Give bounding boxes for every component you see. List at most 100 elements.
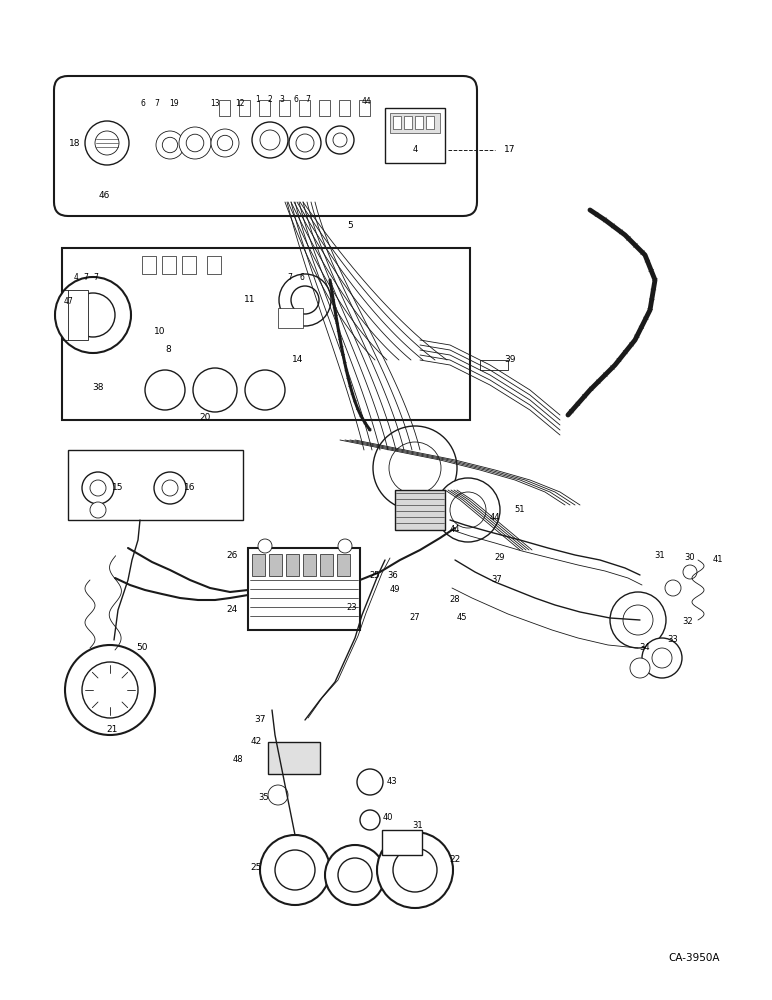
Circle shape — [291, 286, 319, 314]
Text: 7: 7 — [93, 273, 99, 282]
Circle shape — [156, 131, 184, 159]
Text: 45: 45 — [457, 613, 467, 622]
Text: 4: 4 — [412, 145, 418, 154]
Bar — [239, 100, 250, 116]
Text: 28: 28 — [449, 595, 460, 604]
Circle shape — [389, 442, 441, 494]
Text: 32: 32 — [682, 617, 693, 626]
Text: 6: 6 — [293, 96, 299, 104]
Text: 10: 10 — [154, 328, 166, 336]
Bar — [182, 256, 196, 274]
Bar — [278, 308, 303, 328]
Text: 8: 8 — [165, 346, 171, 355]
Text: 35: 35 — [259, 794, 269, 802]
Bar — [219, 100, 230, 116]
Circle shape — [360, 810, 380, 830]
Text: 7: 7 — [306, 96, 310, 104]
Circle shape — [652, 648, 672, 668]
Text: 31: 31 — [413, 820, 423, 830]
Circle shape — [179, 127, 211, 159]
Circle shape — [450, 492, 486, 528]
Text: 21: 21 — [107, 726, 117, 734]
Bar — [404, 116, 412, 129]
Bar — [68, 450, 243, 520]
Bar — [268, 742, 320, 774]
Text: 18: 18 — [69, 138, 81, 147]
Circle shape — [610, 592, 666, 648]
Text: 12: 12 — [235, 99, 245, 107]
Circle shape — [260, 835, 330, 905]
Bar — [303, 554, 316, 576]
Bar — [207, 256, 221, 274]
Text: 6: 6 — [300, 273, 304, 282]
Circle shape — [186, 134, 204, 152]
Text: 25: 25 — [250, 863, 262, 872]
Bar — [337, 554, 350, 576]
Text: 26: 26 — [226, 552, 238, 560]
Text: 7: 7 — [83, 273, 89, 282]
Text: 2: 2 — [268, 96, 273, 104]
Circle shape — [623, 605, 653, 635]
Text: 23: 23 — [347, 603, 357, 612]
Circle shape — [333, 133, 347, 147]
Text: 24: 24 — [226, 605, 238, 614]
Circle shape — [90, 480, 106, 496]
Text: 33: 33 — [668, 636, 679, 645]
Text: 29: 29 — [495, 554, 505, 562]
Text: 14: 14 — [293, 356, 303, 364]
Circle shape — [325, 845, 385, 905]
Text: 50: 50 — [136, 644, 147, 652]
Text: 19: 19 — [169, 99, 179, 107]
Text: 13: 13 — [210, 99, 220, 107]
Text: 43: 43 — [387, 778, 398, 786]
Circle shape — [145, 370, 185, 410]
Text: 51: 51 — [515, 506, 525, 514]
Text: 46: 46 — [98, 192, 110, 200]
Circle shape — [289, 127, 321, 159]
Text: 17: 17 — [504, 145, 516, 154]
Text: 47: 47 — [63, 298, 73, 306]
Bar — [142, 256, 156, 274]
Circle shape — [193, 368, 237, 412]
Bar — [395, 490, 445, 530]
Text: 16: 16 — [185, 484, 196, 492]
Circle shape — [85, 121, 129, 165]
Text: 6: 6 — [141, 99, 145, 107]
Bar — [426, 116, 434, 129]
Text: 15: 15 — [112, 484, 124, 492]
Circle shape — [642, 638, 682, 678]
Bar — [480, 360, 508, 370]
Circle shape — [71, 293, 115, 337]
Text: 4: 4 — [73, 273, 79, 282]
Circle shape — [357, 769, 383, 795]
Text: 34: 34 — [640, 644, 650, 652]
Circle shape — [211, 129, 239, 157]
Bar — [259, 100, 270, 116]
Bar — [339, 100, 350, 116]
Bar — [385, 108, 445, 163]
Circle shape — [296, 134, 314, 152]
Text: 22: 22 — [449, 856, 461, 864]
Text: 31: 31 — [655, 552, 665, 560]
Bar — [68, 290, 88, 340]
Circle shape — [162, 137, 178, 153]
Bar — [62, 248, 470, 420]
Circle shape — [258, 539, 272, 553]
Circle shape — [275, 850, 315, 890]
Circle shape — [55, 277, 131, 353]
Bar — [286, 554, 299, 576]
Circle shape — [90, 502, 106, 518]
Text: 7: 7 — [154, 99, 160, 107]
Circle shape — [217, 135, 232, 151]
Bar — [359, 100, 370, 116]
Text: 44: 44 — [450, 526, 460, 534]
Circle shape — [82, 662, 138, 718]
Circle shape — [338, 858, 372, 892]
Circle shape — [665, 580, 681, 596]
Text: 37: 37 — [254, 716, 266, 724]
Bar — [269, 554, 282, 576]
Circle shape — [268, 785, 288, 805]
Circle shape — [260, 130, 280, 150]
Text: 38: 38 — [92, 383, 103, 392]
Bar — [390, 113, 440, 133]
